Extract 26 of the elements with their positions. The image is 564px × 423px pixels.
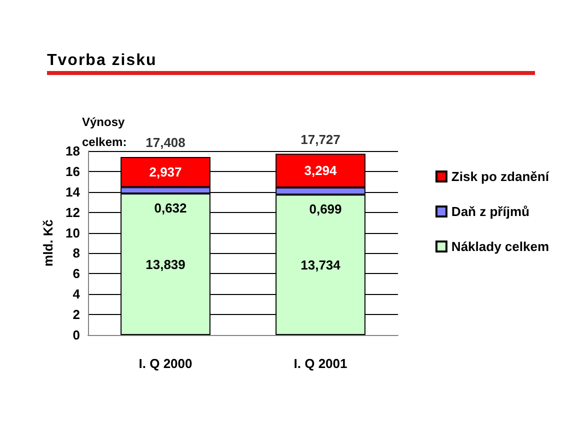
y-tick-label: 12 xyxy=(66,204,80,220)
legend-label: Náklady celkem xyxy=(451,239,550,254)
y-tick-label: 18 xyxy=(66,144,80,158)
data-label: 13,839 xyxy=(146,256,186,272)
y-tick-label: 4 xyxy=(72,286,81,302)
chart-title: Tvorba zisku xyxy=(47,52,535,75)
y-axis-title: mld. Kč xyxy=(40,220,56,266)
y-tick-label: 16 xyxy=(66,164,80,179)
y-tick-label: 14 xyxy=(66,184,81,200)
legend-label: Daň z příjmů xyxy=(451,204,530,219)
y-tick-label: 6 xyxy=(72,266,80,282)
total-label: 17,727 xyxy=(300,132,340,147)
data-label: 3,294 xyxy=(304,163,338,178)
data-label: 2,937 xyxy=(149,164,182,180)
y-tick-label: 0 xyxy=(72,328,80,342)
y-tick-label: 8 xyxy=(72,246,80,261)
text: Výnosy celkem: xyxy=(82,114,127,151)
x-tick-label: I. Q 2001 xyxy=(294,356,348,371)
y-tick-label: 10 xyxy=(66,225,80,240)
total-label: 17,408 xyxy=(146,135,186,150)
data-label: 0,632 xyxy=(154,200,187,216)
x-tick-label: I. Q 2000 xyxy=(138,356,192,371)
y-tick-label: 2 xyxy=(72,307,80,322)
data-label: 0,699 xyxy=(309,202,342,217)
legend-label: Zisk po zdanění xyxy=(451,169,550,184)
data-label: 13,734 xyxy=(300,257,342,272)
